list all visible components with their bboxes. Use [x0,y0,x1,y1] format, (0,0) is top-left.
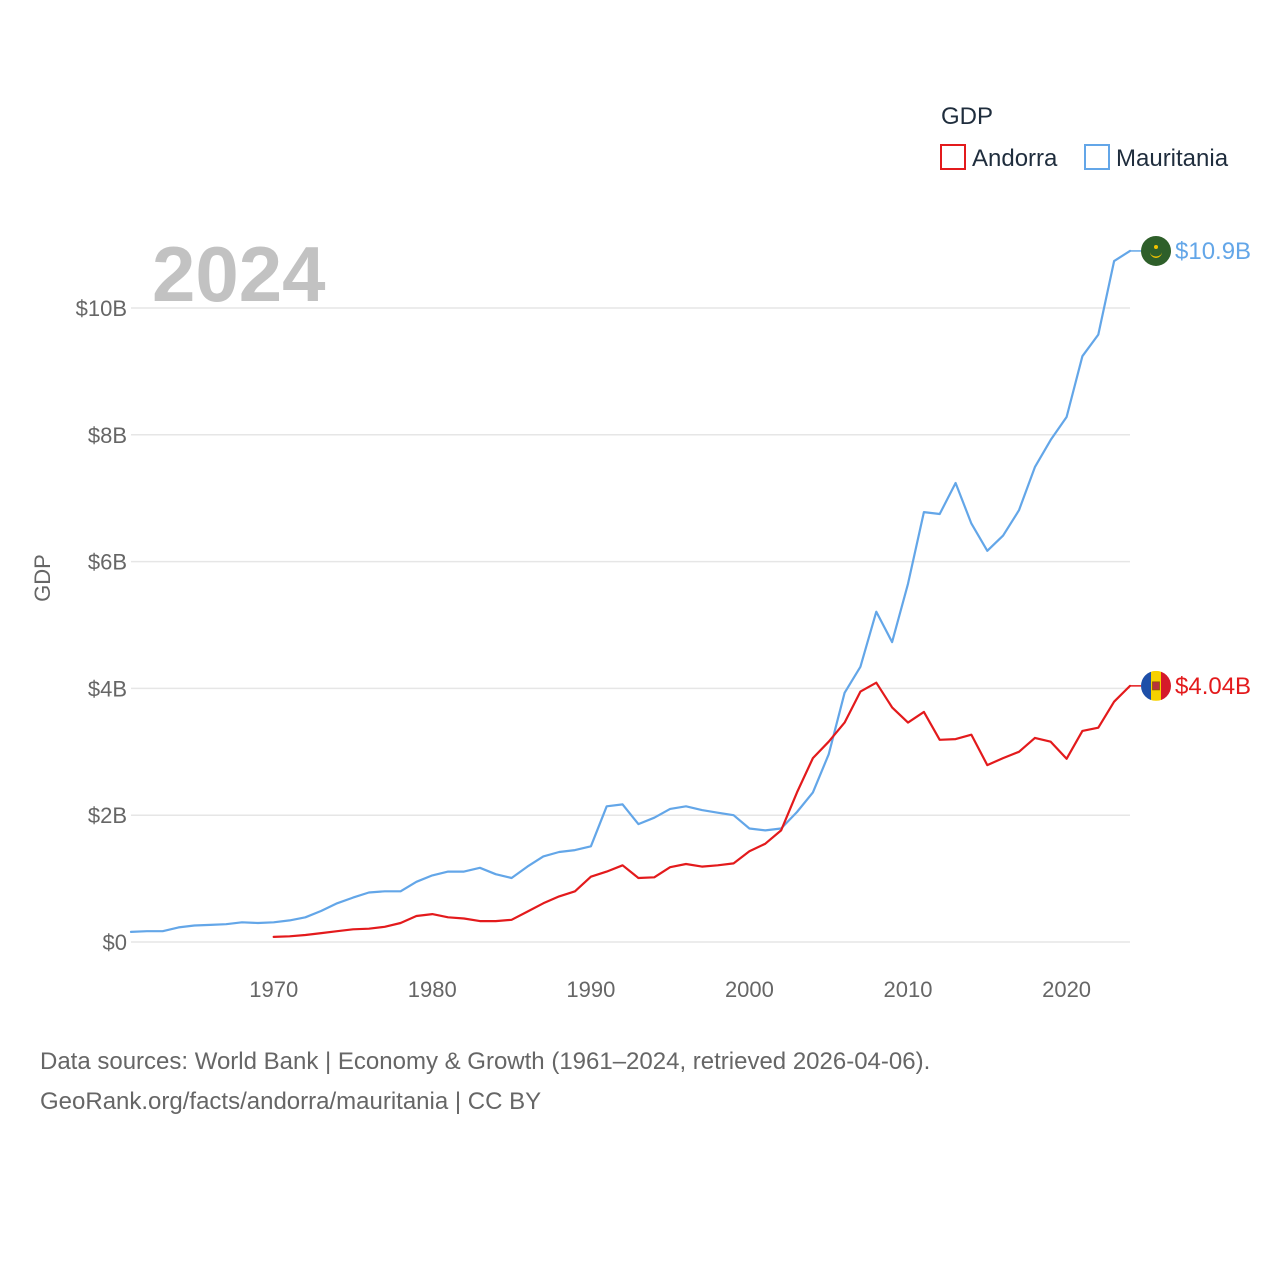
x-tick-label: 1980 [408,977,457,1002]
y-tick-label: $10B [76,296,127,321]
legend: GDP Andorra Mauritania [940,103,1229,172]
legend-label-andorra: Andorra [972,145,1058,172]
andorra-flag-icon [1141,670,1171,701]
end-value-label-andorra: $4.04B [1175,673,1251,700]
y-tick-label: $0 [103,930,127,955]
legend-swatch-mauritania [1084,144,1110,170]
x-tick-label: 2000 [725,977,774,1002]
flag-star [1154,244,1158,249]
x-tick-label: 2010 [884,977,933,1002]
y-tick-label: $4B [88,676,127,701]
legend-swatch-andorra [940,144,966,170]
y-tick-label: $8B [88,423,127,448]
source-note: Data sources: World Bank | Economy & Gro… [40,1042,1240,1122]
x-tick-label: 1970 [249,977,298,1002]
legend-label-mauritania: Mauritania [1116,145,1229,172]
flag-disc [1141,235,1171,266]
flag-coat-of-arms [1152,681,1160,691]
year-label: 2024 [152,230,326,318]
y-tick-label: $2B [88,803,127,828]
mauritania-flag-icon [1141,235,1171,266]
series-line-andorra [272,681,1132,939]
end-markers: $4.04B $10.9B [1130,235,1251,701]
series-lines [129,249,1132,939]
end-value-label-mauritania: $10.9B [1175,238,1251,265]
flag-band-red [1161,670,1171,701]
y-axis-label: GDP [30,554,55,602]
x-axis-ticks: 1970 1980 1990 2000 2010 2020 [249,977,1091,1002]
series-line-mauritania [129,249,1132,934]
y-axis-ticks: $0 $2B $4B $6B $8B $10B [76,296,127,955]
flag-band-blue [1141,670,1151,701]
source-line-2: GeoRank.org/facts/andorra/mauritania | C… [40,1088,542,1115]
flag-crescent [1150,251,1162,258]
legend-title: GDP [941,103,993,130]
y-tick-label: $6B [88,550,127,575]
x-tick-label: 1990 [566,977,615,1002]
grid [131,307,1130,943]
gdp-line-chart: $0 $2B $4B $6B $8B $10B 1970 1980 1990 2000 2010 2… [30,103,1251,1002]
source-line-1: Data sources: World Bank | Economy & Gro… [40,1048,931,1075]
x-tick-label: 2020 [1042,977,1091,1002]
